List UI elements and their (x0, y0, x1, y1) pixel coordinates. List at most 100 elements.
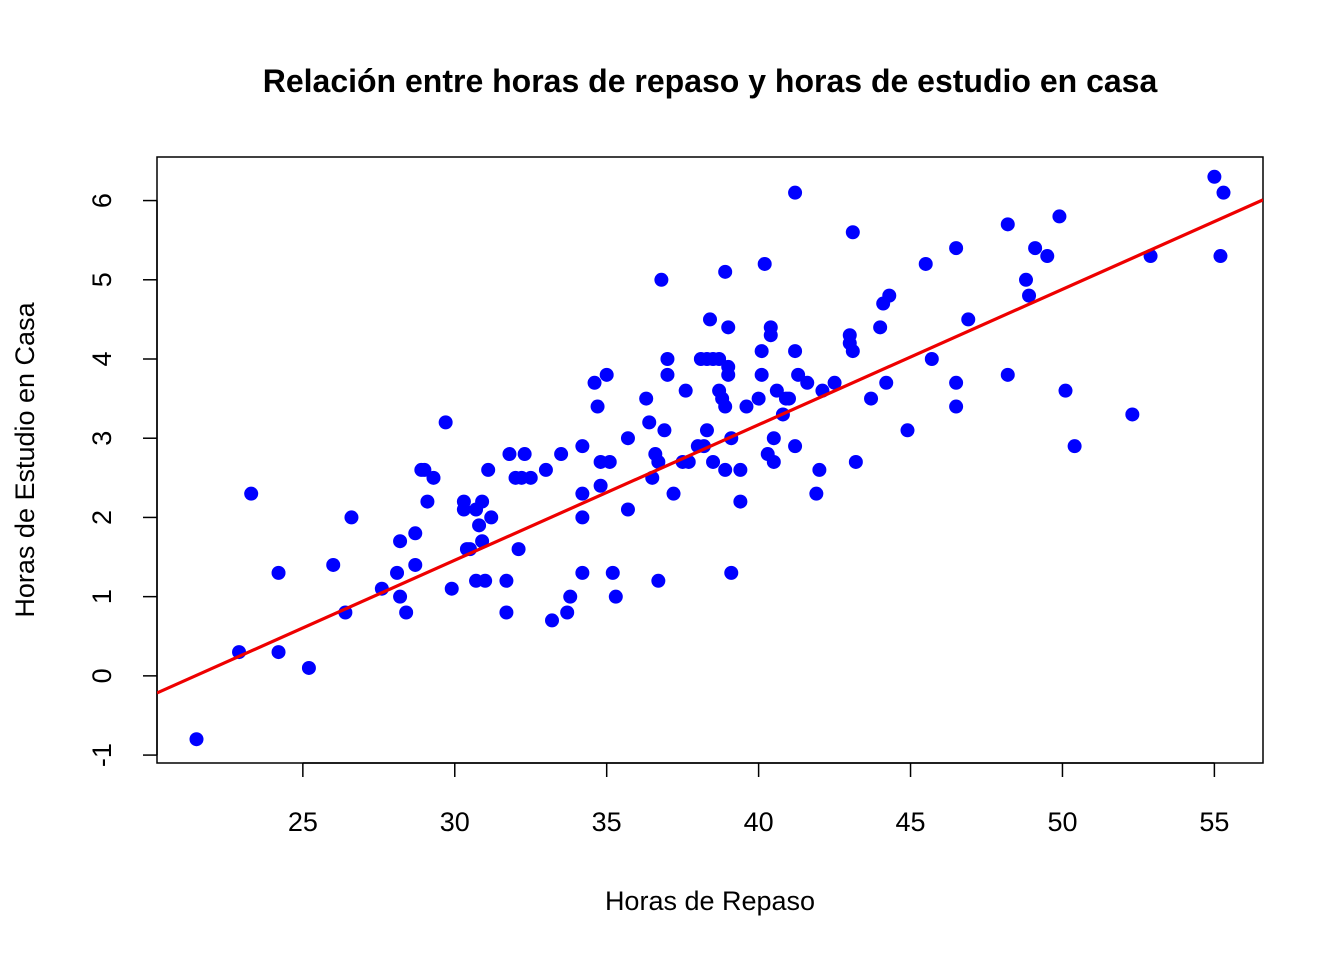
data-point (602, 454, 617, 469)
y-tick-label: 3 (87, 431, 117, 446)
data-point (791, 367, 806, 382)
data-point (949, 375, 964, 390)
data-point (1207, 169, 1222, 184)
data-point (733, 462, 748, 477)
data-point (523, 470, 538, 485)
data-point (754, 367, 769, 382)
data-point (718, 462, 733, 477)
data-point (575, 510, 590, 525)
data-point (848, 454, 863, 469)
data-point (678, 383, 693, 398)
data-point (538, 462, 553, 477)
data-point (639, 391, 654, 406)
data-point (763, 328, 778, 343)
data-point (924, 352, 939, 366)
data-point (699, 423, 714, 438)
y-axis: -1 0 1 2 3 4 5 6 (87, 193, 158, 767)
data-point (949, 399, 964, 414)
data-point (812, 462, 827, 477)
data-point (456, 494, 471, 509)
data-point (800, 375, 815, 390)
data-point (660, 367, 675, 382)
y-tick-label: 2 (87, 510, 117, 525)
data-point (788, 185, 803, 200)
x-tick-label: 40 (744, 807, 774, 837)
y-axis-label: Horas de Estudio en Casa (10, 301, 40, 617)
x-axis-label: Horas de Repaso (605, 886, 815, 916)
data-point (739, 399, 754, 414)
data-point (563, 589, 578, 604)
data-point (1067, 439, 1082, 454)
data-point (560, 605, 575, 620)
data-point (751, 391, 766, 406)
data-point (326, 557, 341, 572)
data-point (788, 439, 803, 454)
data-point (499, 573, 514, 588)
data-point (417, 462, 432, 477)
data-point (590, 399, 605, 414)
data-point (769, 383, 784, 398)
data-point (1000, 217, 1015, 232)
data-point (1213, 249, 1228, 264)
data-point (642, 415, 657, 430)
x-tick-label: 25 (288, 807, 318, 837)
data-point (788, 344, 803, 359)
data-point (1028, 241, 1043, 256)
data-point (481, 462, 496, 477)
data-point (478, 573, 493, 588)
data-point (1125, 407, 1140, 422)
data-point (703, 312, 717, 327)
data-point (842, 328, 857, 343)
data-point (754, 344, 769, 359)
data-point (575, 439, 590, 454)
data-point (189, 732, 204, 747)
data-point (724, 565, 739, 580)
data-point (718, 264, 733, 279)
data-point (608, 589, 623, 604)
data-point (344, 510, 359, 525)
data-point (721, 320, 736, 335)
data-point (766, 431, 781, 446)
data-point (438, 415, 453, 430)
data-point (605, 565, 620, 580)
data-point (472, 518, 487, 533)
x-tick-label: 30 (440, 807, 470, 837)
data-point (1022, 288, 1037, 303)
y-tick-label: 0 (87, 668, 117, 683)
x-tick-label: 45 (896, 807, 926, 837)
data-point (575, 565, 590, 580)
regression-line (157, 198, 1263, 695)
data-point (918, 256, 933, 271)
data-point (593, 478, 608, 493)
data-point (408, 557, 423, 572)
data-point (554, 447, 569, 462)
data-point (712, 352, 727, 366)
data-point (502, 447, 517, 462)
data-point (399, 605, 414, 620)
data-point (657, 423, 672, 438)
data-point (599, 367, 614, 382)
y-tick-label: 5 (87, 272, 117, 287)
data-point (654, 272, 669, 287)
data-point (620, 431, 635, 446)
data-point (1216, 185, 1231, 200)
data-point (408, 526, 423, 541)
y-tick-label: 4 (87, 351, 117, 366)
data-point (961, 312, 976, 327)
data-point (244, 486, 259, 501)
data-point (666, 486, 681, 501)
y-tick-label: -1 (87, 743, 117, 767)
data-point (426, 470, 441, 485)
x-tick-label: 55 (1199, 807, 1229, 837)
data-point (1058, 383, 1073, 398)
data-point (900, 423, 915, 438)
y-tick-label: 6 (87, 193, 117, 208)
data-point (766, 454, 781, 469)
data-point (879, 375, 894, 390)
data-point (864, 391, 879, 406)
data-point (651, 573, 666, 588)
data-point (475, 534, 490, 549)
data-point (393, 589, 408, 604)
data-point (949, 241, 964, 256)
data-point (1052, 209, 1067, 224)
